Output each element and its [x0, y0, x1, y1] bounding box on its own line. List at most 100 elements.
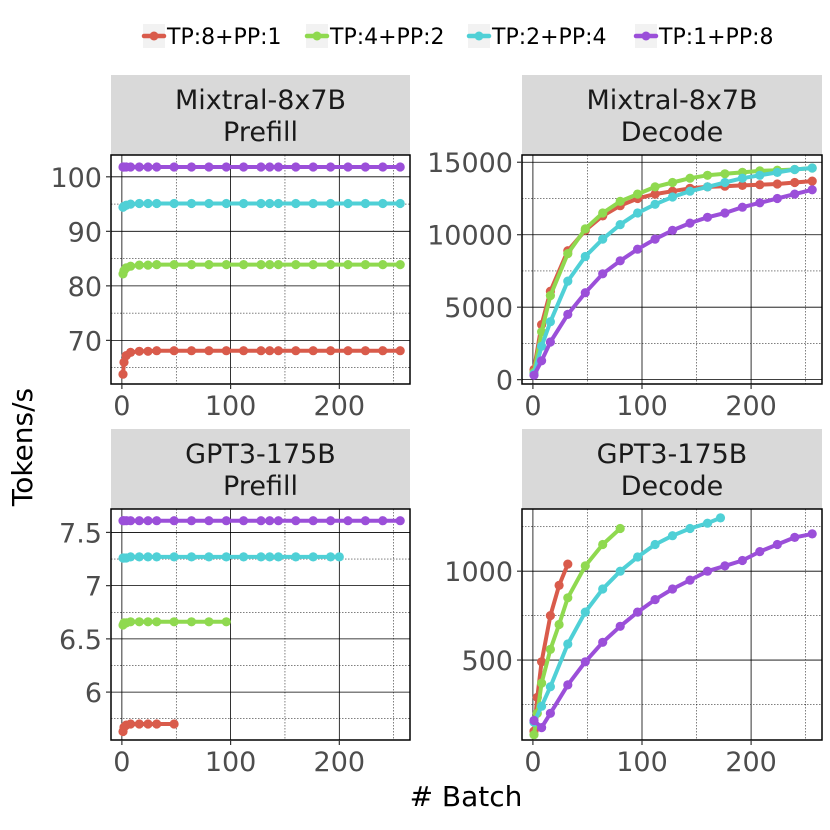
data-point — [152, 617, 162, 627]
data-point — [343, 346, 353, 356]
data-point — [580, 224, 590, 234]
legend-label: TP:2+PP:4 — [491, 25, 607, 50]
data-point — [650, 539, 660, 550]
data-point — [807, 185, 817, 195]
data-point — [143, 552, 153, 562]
data-point — [790, 164, 800, 175]
data-point — [395, 260, 405, 270]
data-point — [152, 260, 162, 270]
y-tick-label: 90 — [68, 217, 102, 248]
y-axis-title: Tokens/s — [6, 388, 39, 507]
data-point — [650, 189, 660, 199]
data-point — [667, 531, 678, 541]
facet-title-line: Mixtral-8x7B — [586, 85, 757, 116]
data-point — [186, 198, 197, 209]
legend-item: TP:4+PP:2 — [304, 24, 445, 50]
data-point — [134, 260, 144, 270]
data-point — [186, 346, 197, 356]
series — [118, 260, 405, 279]
data-point — [563, 680, 573, 690]
data-point — [326, 162, 336, 172]
data-point — [169, 198, 179, 209]
data-point — [134, 516, 144, 526]
data-point — [378, 516, 388, 526]
data-point — [134, 617, 144, 627]
data-point — [737, 180, 748, 190]
data-point — [360, 260, 370, 270]
data-point — [256, 260, 266, 270]
data-point — [563, 276, 573, 286]
data-point — [326, 198, 336, 209]
y-tick-label: 6.5 — [59, 625, 102, 656]
data-point — [537, 356, 547, 366]
data-point — [529, 730, 539, 740]
data-point — [615, 196, 625, 206]
series — [118, 552, 344, 563]
data-point — [204, 552, 214, 562]
y-tick-label: 7 — [85, 572, 102, 603]
data-point — [334, 552, 344, 562]
data-point — [807, 176, 817, 186]
data-point — [685, 218, 695, 228]
data-point — [633, 208, 643, 218]
data-point — [273, 552, 283, 562]
facet-title-line: Prefill — [223, 117, 298, 148]
data-point — [265, 162, 275, 172]
data-point — [343, 162, 353, 172]
data-point — [702, 182, 713, 192]
facet-title-line: Mixtral-8x7B — [175, 85, 346, 116]
y-tick-label: 70 — [68, 326, 102, 357]
data-point — [239, 260, 249, 270]
data-point — [615, 220, 625, 230]
data-point — [221, 198, 231, 209]
facet-title-line: GPT3-175B — [185, 439, 336, 470]
facet-strip — [111, 75, 410, 155]
data-point — [378, 346, 388, 356]
legend-label: TP:4+PP:2 — [329, 25, 445, 50]
data-point — [755, 198, 765, 208]
data-point — [715, 513, 726, 523]
data-point — [204, 198, 214, 209]
y-tick-label: 500 — [461, 646, 513, 677]
data-point — [265, 552, 275, 562]
data-point — [343, 198, 353, 209]
data-point — [737, 555, 748, 566]
data-point — [265, 260, 275, 270]
data-point — [807, 529, 817, 539]
data-point — [633, 552, 643, 562]
data-point — [291, 552, 301, 562]
data-point — [580, 607, 590, 617]
data-point — [633, 607, 643, 617]
legend-label: TP:8+PP:1 — [166, 25, 282, 50]
data-point — [702, 212, 713, 222]
data-point — [395, 516, 405, 526]
facet-strip — [111, 429, 410, 509]
facet-strip — [522, 429, 822, 509]
data-point — [720, 177, 730, 188]
y-tick-label: 80 — [68, 272, 102, 303]
data-point — [291, 346, 301, 356]
data-point — [529, 370, 539, 380]
data-point — [186, 617, 197, 627]
data-point — [265, 346, 275, 356]
series — [118, 162, 405, 172]
data-point — [772, 539, 782, 550]
data-point — [545, 291, 556, 301]
data-point — [537, 657, 547, 667]
data-point — [598, 584, 608, 594]
data-point — [221, 162, 231, 172]
data-point — [598, 539, 608, 550]
data-point — [685, 173, 695, 183]
data-point — [134, 552, 144, 562]
data-point — [204, 162, 214, 172]
series — [118, 198, 405, 212]
data-point — [755, 170, 765, 180]
data-point — [326, 516, 336, 526]
data-point — [563, 639, 573, 649]
data-point — [737, 202, 748, 212]
data-point — [239, 516, 249, 526]
data-point — [667, 584, 678, 594]
facet-strip — [522, 75, 822, 155]
data-point — [221, 516, 231, 526]
